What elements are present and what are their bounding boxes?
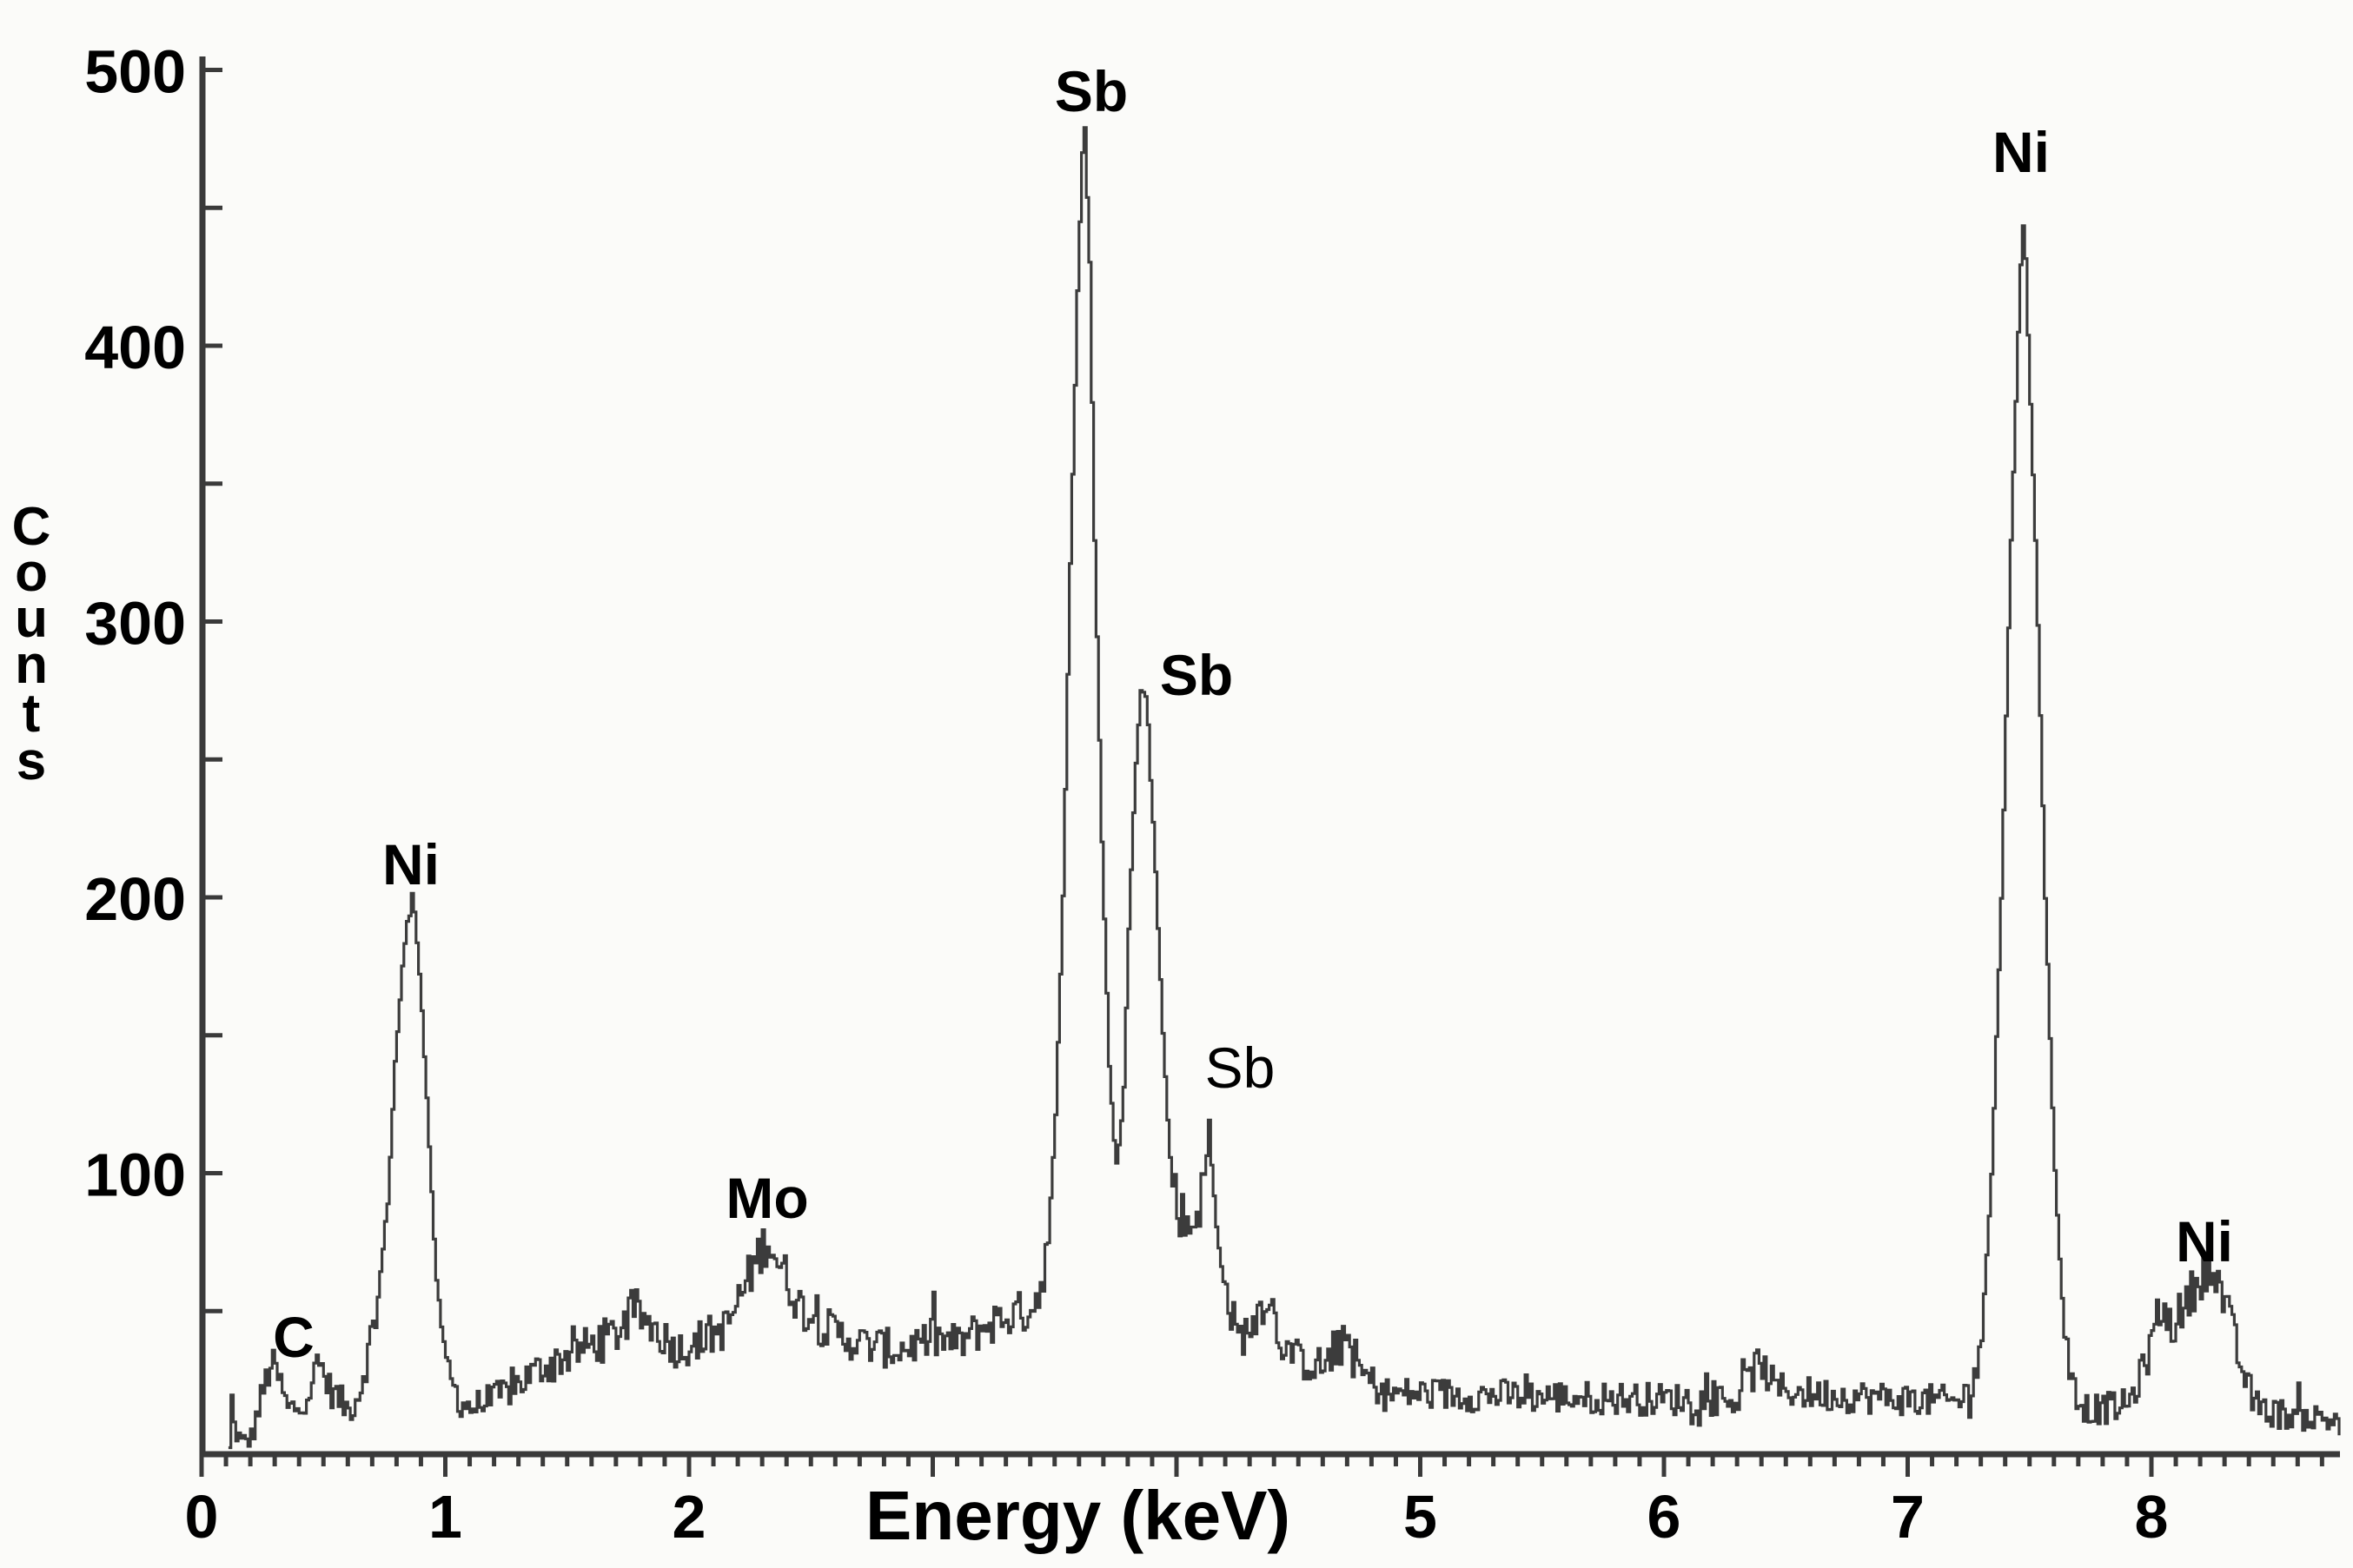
x-tick-label: 6 xyxy=(1647,1483,1681,1551)
y-tick-label: 300 xyxy=(84,590,186,658)
x-tick-label: 5 xyxy=(1403,1483,1437,1551)
y-axis-ticks xyxy=(202,68,222,1313)
y-axis-title-char: o xyxy=(15,543,48,603)
y-tick-label: 100 xyxy=(84,1141,186,1209)
y-tick-label: 500 xyxy=(84,38,186,106)
x-tick-label: 2 xyxy=(673,1483,706,1551)
peak-labels: C Ni Mo Sb Sb Sb Ni Ni xyxy=(273,59,2233,1369)
peak-label-sb: Sb xyxy=(1055,59,1128,123)
spectrum-line xyxy=(228,126,2341,1450)
y-axis-title-char: u xyxy=(15,589,48,649)
x-axis-tick-labels: 0 1 2 5 6 7 8 xyxy=(185,1483,2169,1551)
y-tick-label: 400 xyxy=(84,314,186,381)
x-tick-label: 8 xyxy=(2135,1483,2169,1551)
y-axis-tick-labels: 100 200 300 400 500 xyxy=(84,38,186,1209)
peak-label-sb: Sb xyxy=(1205,1035,1276,1100)
y-axis-title-char: t xyxy=(23,684,41,744)
peak-label-ni: Ni xyxy=(382,832,440,896)
peak-label-sb: Sb xyxy=(1160,643,1233,707)
x-axis-ticks xyxy=(199,1454,2324,1477)
axes xyxy=(199,56,2340,1458)
y-tick-label: 200 xyxy=(84,865,186,933)
x-tick-label: 0 xyxy=(185,1483,219,1551)
y-axis-title-char: s xyxy=(17,731,46,791)
peak-label-mo: Mo xyxy=(726,1166,808,1230)
y-axis-title-char: C xyxy=(12,497,51,557)
x-tick-label: 7 xyxy=(1891,1483,1925,1551)
peak-label-ni: Ni xyxy=(1992,120,2050,184)
peak-label-c: C xyxy=(273,1305,315,1369)
y-axis-title-char: n xyxy=(15,635,48,695)
peak-label-ni: Ni xyxy=(2176,1209,2233,1274)
x-axis-title: Energy (keV) xyxy=(865,1477,1290,1554)
x-tick-label: 1 xyxy=(428,1483,462,1551)
